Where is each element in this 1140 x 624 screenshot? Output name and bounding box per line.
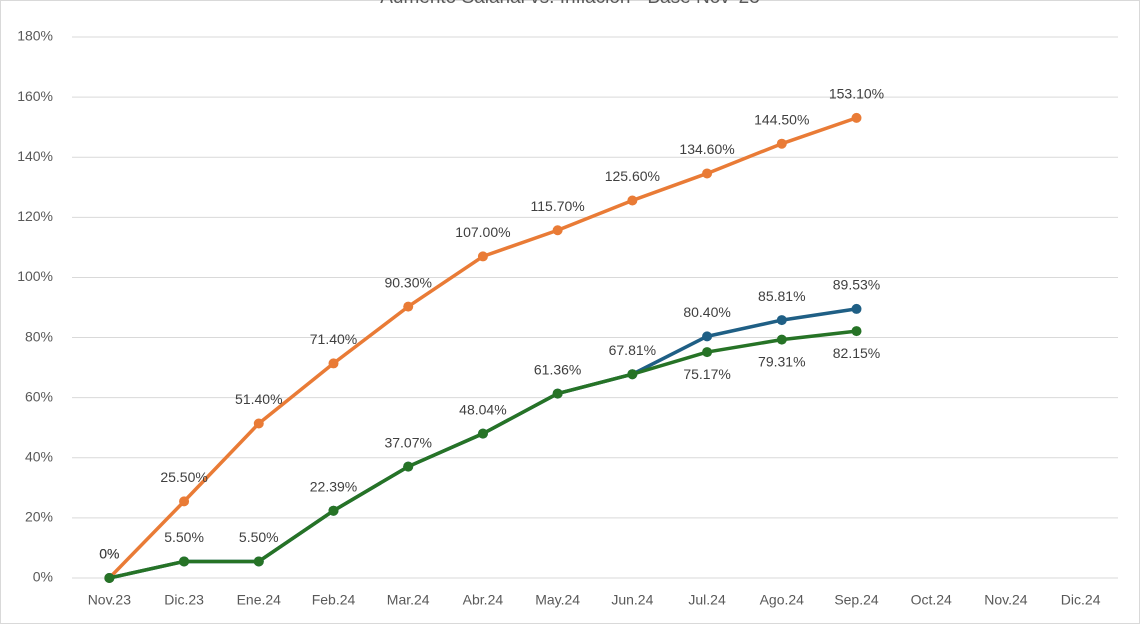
data-label: 67.81% [609, 342, 656, 358]
data-point [477, 428, 488, 439]
data-label: 75.17% [683, 366, 730, 382]
data-point [179, 496, 190, 507]
data-point [627, 195, 638, 206]
data-point [702, 347, 713, 358]
data-point [851, 303, 862, 314]
x-tick-label: Ene.24 [237, 592, 282, 608]
x-tick-label: Dic.24 [1061, 592, 1101, 608]
data-point [328, 358, 339, 369]
data-point [253, 556, 264, 567]
data-label: 51.40% [235, 391, 282, 407]
data-label: 89.53% [833, 277, 880, 293]
data-point [776, 138, 787, 149]
data-point [776, 315, 787, 326]
data-label: 25.50% [160, 469, 207, 485]
data-label: 48.04% [459, 401, 506, 417]
x-tick-label: Mar.24 [387, 592, 430, 608]
data-label: 61.36% [534, 361, 581, 377]
y-tick-label: 160% [17, 88, 53, 104]
data-label: 90.30% [384, 274, 431, 290]
data-point [627, 369, 638, 380]
x-tick-label: May.24 [535, 592, 580, 608]
y-tick-label: 40% [25, 448, 53, 464]
y-tick-label: 180% [17, 28, 53, 44]
x-tick-label: Sep.24 [834, 592, 879, 608]
data-label: 0% [99, 546, 119, 562]
x-tick-label: Oct.24 [911, 592, 952, 608]
data-label: 79.31% [758, 353, 805, 369]
data-point [253, 418, 264, 429]
data-label: 22.39% [310, 478, 357, 494]
data-point [477, 251, 488, 262]
x-tick-label: Dic.23 [164, 592, 204, 608]
data-point [851, 326, 862, 337]
y-tick-label: 120% [17, 208, 53, 224]
data-point [851, 112, 862, 123]
data-label: 0% [99, 546, 119, 562]
data-label: 5.50% [164, 529, 204, 545]
y-tick-label: 20% [25, 509, 53, 525]
data-point [702, 168, 713, 179]
x-tick-label: Jul.24 [688, 592, 726, 608]
chart-title: Aumento Salarial vs. Inflación - Base No… [380, 0, 760, 8]
data-point [403, 301, 414, 312]
data-point [552, 388, 563, 399]
data-label: 134.60% [679, 141, 734, 157]
y-tick-label: 0% [33, 569, 53, 585]
data-label: 153.10% [829, 86, 884, 102]
data-label: 82.15% [833, 345, 880, 361]
data-label: 144.50% [754, 111, 809, 127]
data-point [403, 461, 414, 472]
x-tick-label: Ago.24 [760, 592, 805, 608]
data-label: 85.81% [758, 288, 805, 304]
y-tick-label: 80% [25, 328, 53, 344]
x-tick-label: Feb.24 [312, 592, 356, 608]
data-point [179, 556, 190, 567]
data-label: 71.40% [310, 331, 357, 347]
data-point [702, 331, 713, 342]
data-label: 115.70% [531, 198, 585, 214]
y-tick-label: 100% [17, 268, 53, 284]
data-label: 37.07% [384, 434, 431, 450]
x-tick-label: Abr.24 [463, 592, 504, 608]
data-point [552, 225, 563, 236]
x-tick-label: Jun.24 [611, 592, 653, 608]
data-point [328, 505, 339, 516]
data-label: 125.60% [605, 168, 660, 184]
data-label: 80.40% [683, 304, 730, 320]
data-label: 5.50% [239, 529, 279, 545]
data-label: 107.00% [455, 224, 510, 240]
data-point [104, 573, 115, 583]
y-tick-label: 140% [17, 148, 53, 164]
y-tick-label: 60% [25, 388, 53, 404]
x-tick-label: Nov.24 [984, 592, 1028, 608]
data-point [776, 334, 787, 345]
x-tick-label: Nov.23 [88, 592, 132, 608]
